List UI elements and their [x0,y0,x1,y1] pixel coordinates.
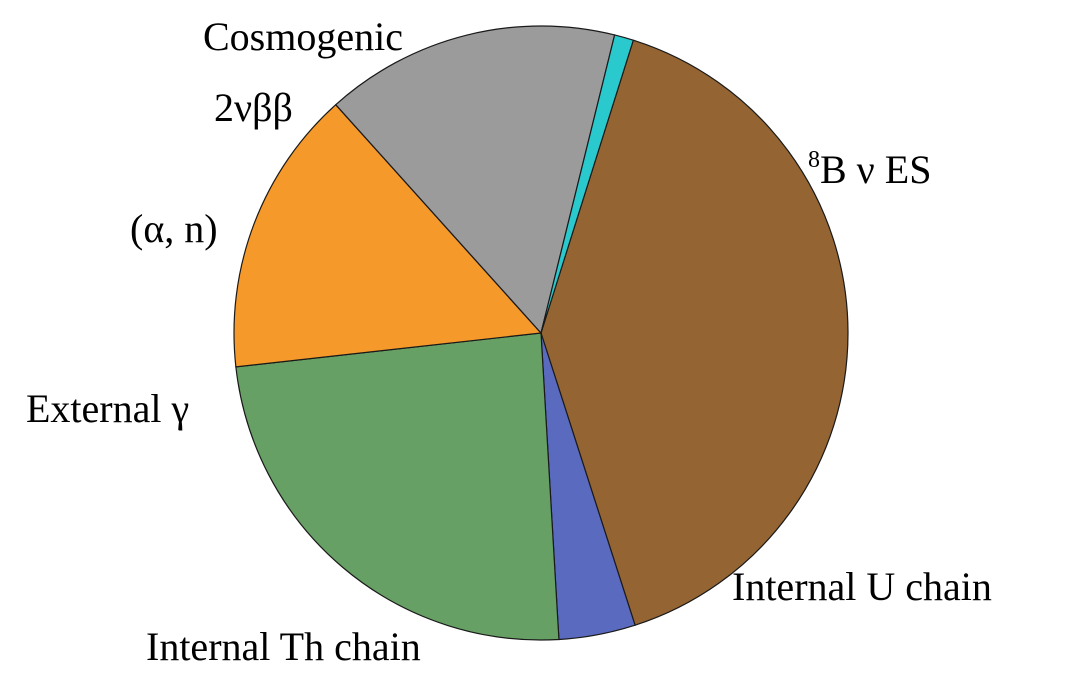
slice-label-cosmogenic: Cosmogenic [203,14,403,59]
slice-label-external-gamma: External γ [26,386,189,431]
slice-label-2nu-double-beta: 2νββ [214,85,293,130]
slice-label-internal-th-chain: Internal Th chain [146,624,421,669]
pie-slice-internal-th-chain [235,332,560,641]
slice-label-8b-nu-es: 8B ν ES [808,147,931,192]
slice-label-8b-main: B ν ES [820,147,931,192]
pie-labels: 8B ν ES Internal U chain Internal Th cha… [26,14,992,669]
pie-slice-2νββ [334,25,616,335]
slice-label-internal-u-chain: Internal U chain [732,564,992,609]
pie-slice-cosmogenic [540,34,635,334]
slice-label-alpha-n: (α, n) [130,206,218,251]
slice-label-8b-superscript: 8 [808,147,820,173]
pie-slice-external-γ [233,103,543,368]
pie-slices [233,25,849,641]
pie-slice-8b-ν-es [540,39,849,626]
